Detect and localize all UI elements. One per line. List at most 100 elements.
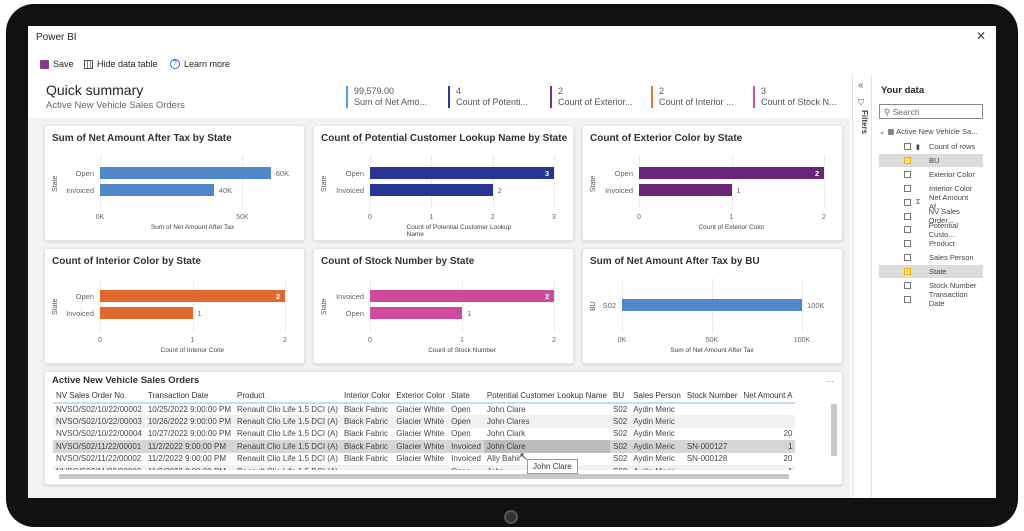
table-cell[interactable]: SN-000128 (686, 454, 728, 464)
checkbox[interactable] (904, 170, 911, 178)
bar[interactable] (370, 184, 493, 196)
table-cell[interactable]: Glacier White (393, 440, 449, 453)
bar[interactable] (100, 167, 271, 179)
checkbox[interactable]: ✓ (904, 268, 911, 276)
table-cell[interactable]: NVSO/S02/10/22/00002 (56, 405, 142, 415)
table-cell[interactable]: 11/2/2022 9:00:00 PM (147, 454, 226, 464)
table-cell[interactable]: Aydin Meric (633, 429, 675, 439)
field-item[interactable]: Exterior Color (879, 168, 983, 181)
bar[interactable] (639, 184, 732, 196)
table-row[interactable]: NVSO/S02/10/22/00002 10/25/2022 9:00:00 P… (53, 403, 795, 415)
chart-card[interactable]: Count of Interior Color by State State 0 1 2… (44, 248, 305, 364)
table-cell[interactable]: S02 (612, 429, 628, 439)
horizontal-scrollbar[interactable] (59, 474, 789, 479)
column-header[interactable]: Exterior Color (393, 389, 449, 404)
table-cell[interactable]: S02 (609, 440, 631, 453)
table-cell[interactable]: 1 (740, 440, 796, 453)
checkbox[interactable] (904, 240, 911, 248)
field-item[interactable]: NV Sales Order... (879, 207, 983, 225)
table-cell[interactable]: S02 (612, 454, 628, 464)
bar[interactable] (100, 290, 285, 302)
table-cell[interactable]: SN-000127 (683, 440, 741, 453)
table-cell[interactable] (340, 464, 394, 470)
table-cell[interactable]: Black Fabric (343, 429, 388, 439)
field-item[interactable]: Transaction Date (879, 290, 983, 308)
field-item[interactable]: Interior Color (879, 182, 983, 195)
checkbox[interactable] (904, 143, 911, 150)
table-cell[interactable]: Aydin Meric (630, 415, 684, 428)
table-cell[interactable]: John Clare (486, 405, 526, 415)
table-cell[interactable] (740, 415, 796, 428)
table-cell[interactable]: Ally Bahir (486, 454, 521, 464)
field-item[interactable]: Sales Person (879, 251, 983, 264)
field-item[interactable]: ▮ Count of rows (879, 140, 983, 153)
table-row[interactable]: NVSO/S02/11/22/0000311/3/2022 9:00:00 PM… (53, 464, 796, 470)
table-cell[interactable]: Aydin Meric (633, 454, 675, 464)
field-item[interactable]: ✓ State (879, 265, 983, 279)
table-cell[interactable]: Renault Clio Life 1.5 DCI (A) (237, 429, 338, 439)
table-cell[interactable]: NVSO/S02/11/22/00002 (56, 454, 142, 464)
field-item[interactable]: ✓ BU (879, 153, 983, 167)
table-cell[interactable]: Open (448, 415, 484, 428)
column-header[interactable]: Transaction Date (144, 389, 235, 404)
checkbox[interactable] (904, 254, 911, 262)
checkbox[interactable] (904, 226, 911, 234)
filters-pane-collapsed[interactable]: « ⛉ Filters (852, 76, 872, 498)
bar[interactable] (639, 167, 824, 179)
table-cell[interactable]: John Clark (486, 429, 526, 439)
table-cell[interactable]: NVSO/S02/10/22/00003 (53, 415, 145, 428)
table-cell[interactable]: Aydin Meric (630, 464, 684, 470)
table-cell[interactable]: 20 (783, 454, 793, 464)
table-cell[interactable]: NVSO/S02/10/22/00004 (56, 429, 142, 439)
chart-card[interactable]: Count of Exterior Color by State State 0 1 2… (582, 125, 843, 241)
field-item[interactable]: Σ Net Amount Af... (879, 193, 983, 211)
table-cell[interactable] (741, 403, 796, 415)
kpi-card[interactable]: 4 Count of Potenti... (448, 86, 528, 108)
table-cell[interactable]: Open (448, 464, 484, 470)
field-item[interactable]: Stock Number (879, 279, 983, 292)
checkbox[interactable] (904, 198, 911, 206)
table-cell[interactable]: NVSO/S02/11/22/00001 (53, 440, 145, 453)
more-options-icon[interactable]: ... (826, 374, 834, 384)
table-cell[interactable]: 10/25/2022 9:00:00 PM (147, 405, 232, 415)
table-cell[interactable]: Invoiced (451, 454, 481, 464)
table-cell[interactable]: Black Fabric (340, 440, 394, 453)
vertical-scrollbar[interactable] (831, 404, 837, 456)
column-header[interactable]: Net Amount A (740, 389, 796, 404)
kpi-card[interactable]: 99,579.00 Sum of Net Amo... (346, 86, 427, 108)
table-cell[interactable]: 11/3/2022 9:00:00 PM (144, 464, 235, 470)
kpi-card[interactable]: 3 Count of Stock N... (753, 86, 837, 108)
table-cell[interactable]: Aydin Meric (630, 440, 684, 453)
chart-card[interactable]: Count of Stock Number by State State 0 1 2 Co… (313, 248, 574, 364)
table-row[interactable]: NVSO/S02/11/22/00002 11/2/2022 9:00:00 PM… (53, 453, 795, 465)
bar[interactable] (622, 299, 802, 311)
bar[interactable] (100, 307, 193, 319)
save-button[interactable]: Save (40, 59, 74, 69)
bar[interactable] (100, 184, 214, 196)
table-cell[interactable]: Renault Clio Life 1.5 DCI (A) (237, 405, 338, 415)
bar[interactable] (370, 307, 462, 319)
table-cell[interactable]: Renault Clio Life 1.5 DCI (A) (237, 454, 338, 464)
hide-data-table-button[interactable]: Hide data table (84, 59, 158, 69)
table-cell[interactable]: John Clares (483, 415, 610, 428)
column-header[interactable]: State (448, 389, 484, 404)
chart-card[interactable]: Sum of Net Amount After Tax by State Stat… (44, 125, 305, 241)
column-header[interactable]: Interior Color (340, 389, 394, 404)
checkbox[interactable] (904, 282, 911, 289)
kpi-card[interactable]: 2 Count of Interior ... (651, 86, 734, 108)
table-cell[interactable]: Black Fabric (343, 454, 388, 464)
table-cell[interactable]: Glacier White (396, 429, 445, 439)
table-cell[interactable]: 11/2/2022 9:00:00 PM (144, 440, 235, 453)
table-cell[interactable]: S02 (609, 415, 631, 428)
learn-more-button[interactable]: ? Learn more (170, 59, 230, 69)
table-cell[interactable]: Glacier White (393, 415, 449, 428)
table-cell[interactable]: 20 (783, 429, 793, 439)
table-cell[interactable]: 1 (740, 464, 796, 470)
table-cell[interactable] (683, 415, 741, 428)
column-header[interactable]: NV Sales Order No. (53, 389, 145, 404)
table-cell[interactable]: Black Fabric (343, 405, 388, 415)
checkbox[interactable] (904, 212, 911, 220)
column-header[interactable]: Product (234, 389, 341, 404)
table-row[interactable]: NVSO/S02/11/22/00001 11/2/2022 9:00:00 PM… (53, 440, 796, 453)
table-cell[interactable] (684, 403, 741, 415)
